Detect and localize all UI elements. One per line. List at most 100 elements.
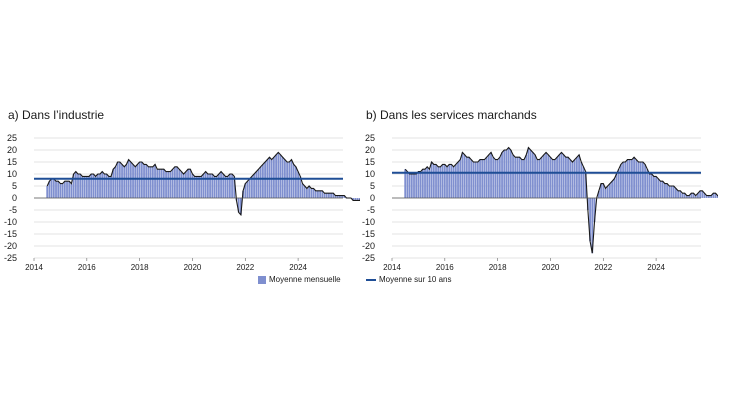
panel-b-bar bbox=[547, 154, 550, 198]
panel-a-bar bbox=[222, 174, 225, 198]
panel-a-ytick-label: -20 bbox=[4, 241, 17, 251]
panel-b-bar bbox=[558, 154, 561, 198]
panel-a-bar bbox=[129, 162, 132, 198]
panel-b-bar bbox=[426, 166, 429, 198]
chart-a: 25 20 15 10 5 0 -5 -10 -15 -20 -25 2014 2016 2018 2020… bbox=[4, 133, 360, 272]
panel-b-ytick-label: -5 bbox=[367, 205, 375, 215]
panel-b-ytick-label: 5 bbox=[370, 181, 375, 191]
panel-b-ytick-label: -15 bbox=[362, 229, 375, 239]
panel-b-bar bbox=[437, 166, 440, 198]
panel-b-bar bbox=[652, 176, 655, 198]
panel-b-bar bbox=[485, 157, 488, 198]
panel-a-xtick-label: 2020 bbox=[184, 263, 202, 272]
panel-b-xtick-label: 2018 bbox=[489, 263, 507, 272]
panel-a-bar bbox=[48, 181, 51, 198]
panel-b-xtick-label: 2020 bbox=[542, 263, 560, 272]
panel-b-bar bbox=[525, 154, 528, 198]
panel-a-bar bbox=[336, 195, 339, 198]
panel-a-bar bbox=[72, 174, 75, 198]
panel-b-bar bbox=[639, 162, 642, 198]
panel-b-bar bbox=[531, 152, 534, 198]
panel-a-bar bbox=[257, 169, 260, 198]
panel-b-bar bbox=[681, 193, 684, 198]
panel-b-bar bbox=[534, 154, 536, 198]
panel-a-bar bbox=[299, 176, 302, 198]
panel-b-bar bbox=[657, 178, 660, 198]
panel-b-bar bbox=[501, 152, 503, 198]
panel-a-bar bbox=[288, 162, 291, 198]
panel-a-bar bbox=[184, 171, 187, 198]
panel-b-bar bbox=[465, 157, 468, 198]
panel-b-bar bbox=[417, 171, 420, 198]
panel-a-bar bbox=[46, 186, 49, 198]
panel-a-bar bbox=[343, 195, 346, 198]
panel-a-xtick-label: 2024 bbox=[289, 263, 307, 272]
panel-a-bar bbox=[297, 171, 300, 198]
panel-b-bar bbox=[413, 174, 415, 198]
panel-a-bar bbox=[356, 198, 359, 201]
panel-b-xtick-label: 2024 bbox=[647, 263, 665, 272]
panel-a-bar bbox=[143, 164, 145, 198]
panel-b-bar bbox=[608, 183, 611, 198]
panel-b-bar bbox=[650, 174, 653, 198]
panel-a-bar bbox=[211, 174, 214, 198]
panel-a-bar bbox=[74, 171, 77, 198]
panel-b-bar bbox=[560, 152, 563, 198]
panel-b-bar bbox=[540, 157, 543, 198]
panel-a-bar bbox=[312, 188, 315, 198]
panel-b-bar bbox=[670, 186, 673, 198]
panel-b-bar bbox=[529, 150, 532, 198]
panel-b-bar bbox=[575, 157, 578, 198]
panel-a-bar bbox=[317, 190, 319, 198]
panel-b-bar bbox=[553, 159, 556, 198]
panel-a-bar bbox=[202, 174, 205, 198]
panel-a-bar bbox=[268, 157, 271, 198]
legend-monthly-average: Moyenne mensuelle bbox=[258, 275, 341, 284]
panel-a-bar bbox=[204, 171, 207, 198]
panel-b-bar bbox=[545, 152, 547, 198]
panel-a-bar bbox=[83, 176, 86, 198]
panel-a-bar bbox=[187, 169, 189, 198]
panel-a-bar bbox=[173, 166, 176, 198]
panel-b-bar bbox=[683, 193, 686, 198]
panel-a-bar bbox=[233, 176, 236, 198]
panel-b-xtick-label: 2016 bbox=[436, 263, 454, 272]
panel-a-bar bbox=[323, 193, 326, 198]
panel-b-bar bbox=[580, 162, 583, 198]
panel-b-bar bbox=[716, 195, 718, 198]
panel-b-bar bbox=[573, 159, 576, 198]
panel-b-bar bbox=[461, 152, 464, 198]
panel-a-bar bbox=[96, 174, 99, 198]
panel-a-bar bbox=[292, 164, 295, 198]
panel-a-bar bbox=[250, 176, 253, 198]
panel-a-ytick-label: -10 bbox=[4, 217, 17, 227]
panel-a-bar bbox=[147, 166, 150, 198]
panel-a-bar bbox=[151, 166, 154, 198]
panel-b-bar bbox=[536, 159, 539, 198]
panel-b-bar bbox=[523, 159, 525, 198]
panel-a-bar bbox=[107, 176, 110, 198]
panel-a-bar bbox=[180, 171, 183, 198]
panel-a-bar bbox=[341, 195, 344, 198]
panel-b-bar bbox=[637, 162, 640, 198]
panel-b-ytick-label: 15 bbox=[365, 157, 375, 167]
panel-b-bar bbox=[646, 169, 649, 198]
panel-b-bar bbox=[659, 181, 662, 198]
panel-b-bar bbox=[551, 159, 554, 198]
panel-a-bar bbox=[231, 174, 233, 198]
panel-a-bar bbox=[77, 174, 79, 198]
panel-b-ytick-label: -25 bbox=[362, 253, 375, 263]
panel-a-bar bbox=[239, 198, 242, 215]
panel-b-bar bbox=[593, 198, 596, 222]
panel-b-bar bbox=[697, 193, 699, 198]
panel-a-bar bbox=[154, 164, 156, 198]
panel-a-bar bbox=[156, 169, 159, 198]
panel-b-bar bbox=[549, 157, 552, 198]
panel-b-bar bbox=[694, 195, 697, 198]
panel-b-ytick-label: 20 bbox=[365, 145, 375, 155]
panel-b-bar bbox=[569, 159, 572, 198]
panel-b-outline-line bbox=[404, 146, 718, 254]
panel-b-bar bbox=[655, 176, 658, 198]
panel-a-bar bbox=[66, 181, 68, 198]
panel-b-bar bbox=[692, 193, 695, 198]
